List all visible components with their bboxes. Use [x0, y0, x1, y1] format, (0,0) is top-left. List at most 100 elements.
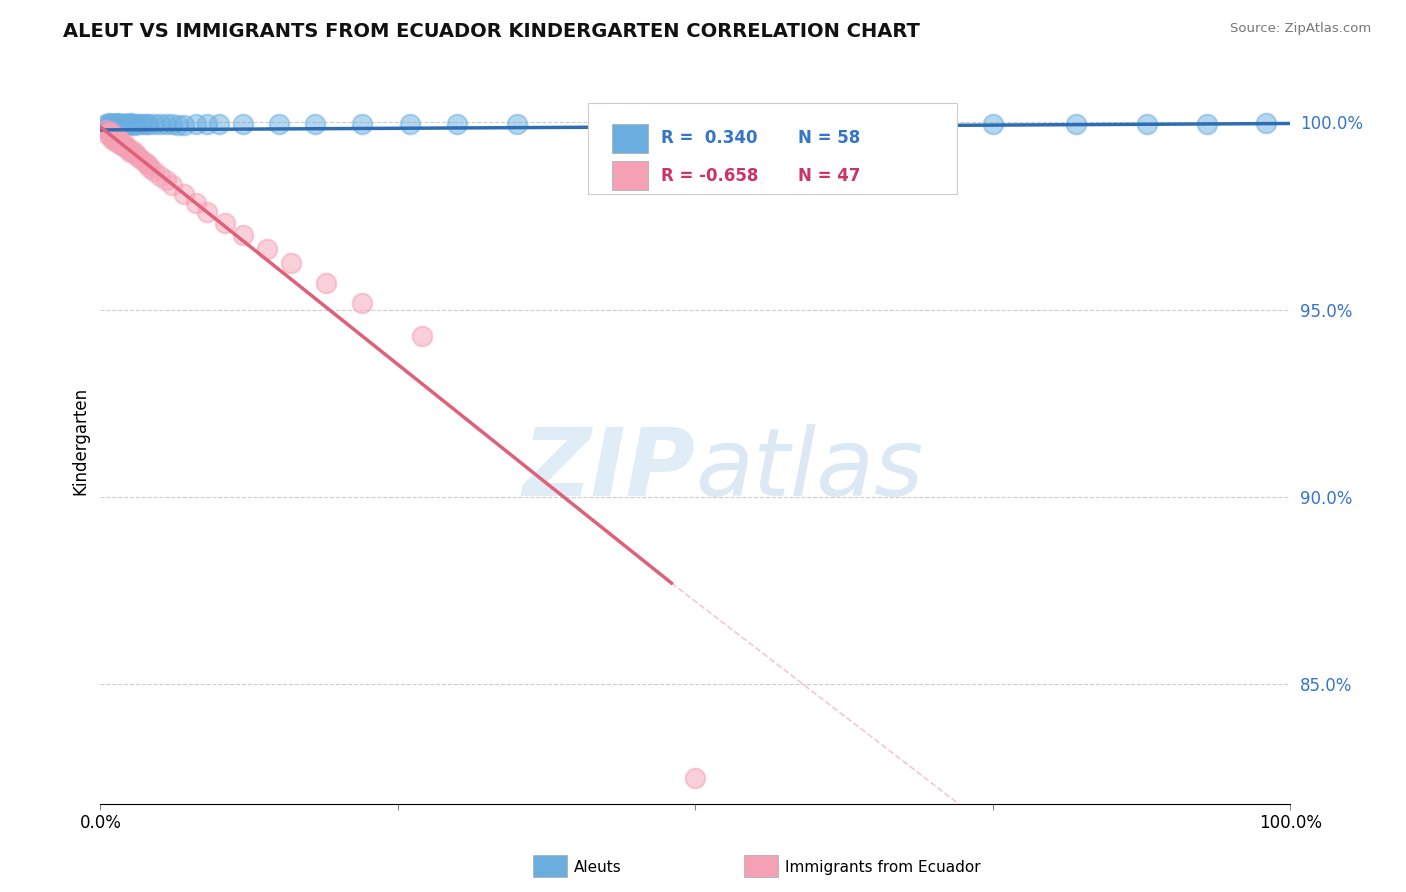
- Y-axis label: Kindergarten: Kindergarten: [72, 386, 89, 495]
- Point: [96, 117, 118, 131]
- Point: [1136, 116, 1159, 130]
- Point: [107, 118, 129, 132]
- Point: [122, 146, 145, 161]
- Point: [184, 195, 207, 210]
- Point: [111, 118, 134, 132]
- Point: [107, 131, 129, 145]
- Point: [117, 118, 139, 132]
- Point: [108, 117, 131, 131]
- FancyBboxPatch shape: [612, 124, 648, 153]
- Text: Aleuts: Aleuts: [574, 860, 621, 874]
- Point: [112, 136, 135, 150]
- Point: [267, 117, 290, 131]
- Point: [142, 164, 165, 178]
- Text: R = -0.658: R = -0.658: [661, 167, 758, 185]
- Point: [101, 117, 124, 131]
- Point: [110, 117, 132, 131]
- Point: [103, 131, 125, 145]
- Point: [136, 116, 159, 130]
- Point: [131, 117, 153, 131]
- Point: [104, 134, 127, 148]
- Point: [101, 128, 124, 143]
- Point: [114, 117, 136, 131]
- Point: [160, 117, 183, 131]
- Point: [111, 118, 134, 132]
- Point: [149, 169, 172, 183]
- Point: [101, 118, 124, 132]
- Point: [1256, 116, 1278, 130]
- Point: [110, 137, 132, 152]
- Point: [117, 142, 139, 156]
- Point: [112, 117, 135, 131]
- Text: N = 58: N = 58: [797, 129, 860, 147]
- FancyBboxPatch shape: [588, 103, 957, 194]
- Point: [127, 116, 149, 130]
- Point: [398, 117, 420, 131]
- Point: [352, 117, 374, 131]
- Point: [136, 158, 159, 172]
- Point: [173, 186, 195, 201]
- Point: [98, 128, 121, 142]
- Point: [744, 117, 766, 131]
- Point: [256, 242, 278, 256]
- Point: [104, 117, 127, 131]
- Point: [173, 118, 195, 132]
- Point: [111, 137, 134, 152]
- Point: [232, 117, 254, 131]
- Point: [96, 127, 118, 141]
- Point: [96, 123, 118, 137]
- Point: [131, 153, 153, 167]
- Point: [142, 117, 165, 131]
- Point: [122, 118, 145, 132]
- Point: [208, 117, 231, 131]
- Point: [105, 135, 128, 149]
- Point: [108, 136, 131, 150]
- Point: [101, 130, 124, 145]
- Point: [981, 116, 1004, 130]
- Text: Source: ZipAtlas.com: Source: ZipAtlas.com: [1230, 22, 1371, 36]
- Point: [155, 173, 177, 187]
- Point: [352, 296, 374, 310]
- Point: [107, 133, 129, 147]
- Point: [315, 276, 337, 290]
- Point: [214, 217, 236, 231]
- Point: [120, 117, 142, 131]
- Point: [862, 117, 884, 131]
- Point: [155, 117, 177, 131]
- Point: [1195, 116, 1218, 130]
- Point: [97, 116, 120, 130]
- Point: [112, 116, 135, 130]
- Point: [446, 117, 468, 131]
- Text: Immigrants from Ecuador: Immigrants from Ecuador: [785, 860, 980, 874]
- Point: [115, 117, 138, 131]
- Point: [166, 118, 188, 132]
- Text: atlas: atlas: [695, 425, 924, 516]
- Point: [103, 117, 125, 131]
- Point: [104, 130, 127, 145]
- Point: [104, 116, 127, 130]
- Point: [115, 141, 138, 155]
- Point: [107, 117, 129, 131]
- Text: R =  0.340: R = 0.340: [661, 129, 758, 147]
- Point: [112, 138, 135, 153]
- Point: [160, 178, 183, 193]
- Point: [280, 256, 302, 270]
- Point: [101, 116, 124, 130]
- Point: [135, 117, 157, 131]
- Point: [98, 117, 121, 131]
- Point: [683, 771, 706, 785]
- Point: [135, 156, 157, 170]
- Text: ZIP: ZIP: [523, 424, 695, 516]
- Point: [108, 116, 131, 130]
- Point: [105, 116, 128, 130]
- Point: [101, 132, 124, 146]
- Point: [104, 117, 127, 131]
- Point: [304, 116, 326, 130]
- Point: [139, 161, 162, 175]
- Point: [127, 150, 149, 164]
- Point: [120, 145, 142, 160]
- Point: [104, 132, 127, 146]
- Point: [100, 126, 122, 140]
- FancyBboxPatch shape: [612, 161, 648, 190]
- Point: [197, 204, 219, 219]
